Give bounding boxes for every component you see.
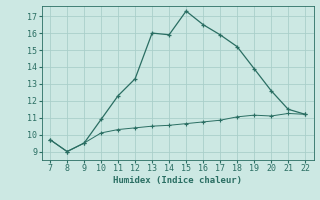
X-axis label: Humidex (Indice chaleur): Humidex (Indice chaleur) — [113, 176, 242, 185]
